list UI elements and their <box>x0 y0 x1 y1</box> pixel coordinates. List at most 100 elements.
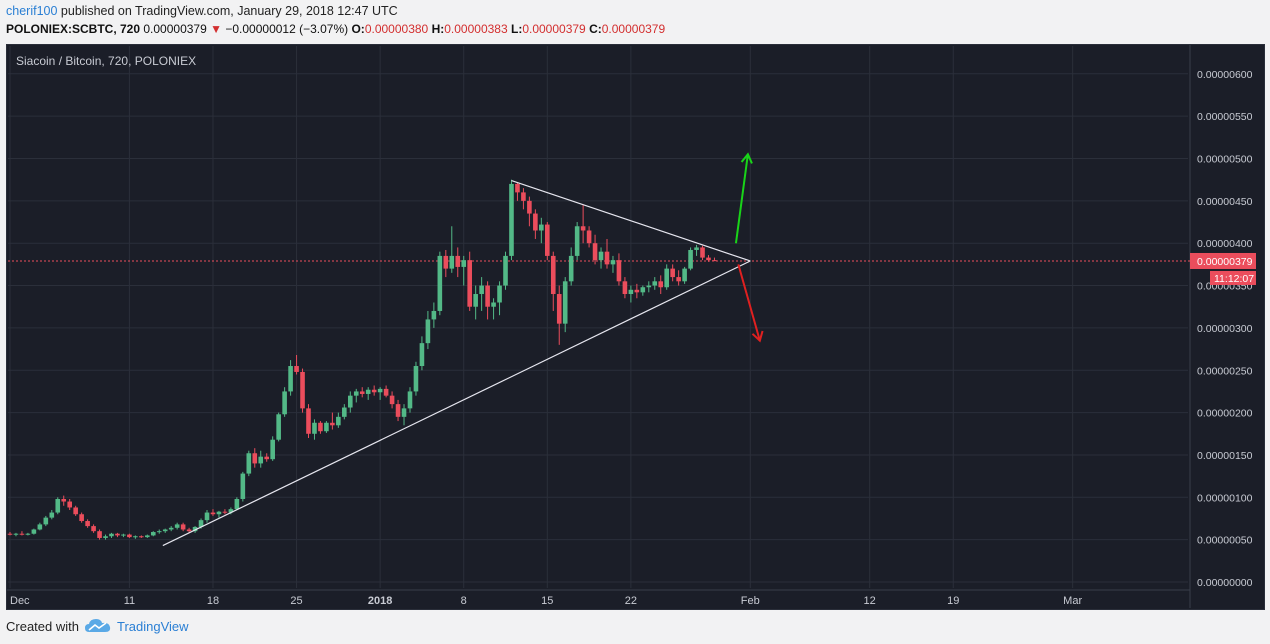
candle-body <box>174 524 180 528</box>
candle-body <box>216 511 222 515</box>
y-tick-label: 0.00000200 <box>1197 408 1253 420</box>
candle-body <box>13 533 19 535</box>
candle-body <box>491 302 496 307</box>
ohlc-low-value: 0.00000379 <box>522 22 586 36</box>
y-tick-label: 0.00000600 <box>1197 69 1253 81</box>
countdown-label: 11:12:07 <box>1214 273 1254 285</box>
ohlc-open-value: 0.00000380 <box>364 22 429 36</box>
candle-body <box>55 498 61 513</box>
candle-body <box>306 408 311 434</box>
candle-body <box>115 533 120 536</box>
arrow-down-icon <box>737 264 764 343</box>
lower-trendline <box>162 260 751 547</box>
candle-body <box>712 260 717 262</box>
cloud-logo-icon[interactable] <box>84 618 111 634</box>
candle-body <box>497 285 502 303</box>
candle-body <box>43 517 49 525</box>
candle-body <box>395 404 401 417</box>
countdown-box <box>1210 270 1256 285</box>
candle-body <box>353 391 359 396</box>
candle-body <box>79 514 84 522</box>
tradingview-link[interactable]: TradingView <box>116 618 189 634</box>
candle-body <box>485 285 490 307</box>
candle-body <box>103 536 108 538</box>
candle-body <box>109 533 114 537</box>
author-link[interactable]: cherif100 <box>6 4 58 18</box>
candle-body <box>180 524 186 530</box>
symbol-line: POLONIEX:SCBTC, 720 <box>6 22 141 36</box>
candle-body <box>443 255 449 269</box>
ohlc-high-value: 0.00000383 <box>444 22 508 36</box>
candle-body <box>598 251 604 261</box>
x-tick-label: Feb <box>741 595 760 607</box>
candle-body <box>365 389 371 394</box>
candle-body <box>162 529 168 532</box>
candle-body <box>192 526 198 532</box>
candle-body <box>252 453 258 464</box>
candle-body <box>437 255 443 311</box>
candle-body <box>562 281 568 324</box>
last-value: 0.00000379 <box>143 22 207 36</box>
candle-body <box>204 512 210 521</box>
candle-body <box>25 533 31 535</box>
candle-body <box>515 183 520 193</box>
candle-body <box>688 249 693 269</box>
candle-body <box>330 422 335 426</box>
candle-body <box>282 391 287 415</box>
candle-body <box>658 281 664 288</box>
x-tick-label: 25 <box>290 595 302 607</box>
candle-body <box>91 526 96 532</box>
candle-body <box>479 285 484 295</box>
candle-body <box>389 395 395 405</box>
x-tick-label: 15 <box>541 595 553 607</box>
candle-body <box>61 498 67 502</box>
candle-body <box>700 247 705 258</box>
candle-body <box>706 257 711 261</box>
candle-body <box>413 366 419 392</box>
x-tick-label: 18 <box>207 595 219 607</box>
candle-body <box>503 255 508 286</box>
ohlc-open-key: O: <box>351 22 365 36</box>
y-tick-label: 0.00000500 <box>1197 154 1253 166</box>
candle-body <box>592 243 598 261</box>
candle-body <box>473 294 478 307</box>
ohlc-low-key: L: <box>510 22 523 36</box>
candle-body <box>294 366 299 372</box>
candle-body <box>425 319 431 344</box>
candle-body <box>419 343 425 367</box>
created-with-text: Created with <box>6 618 79 634</box>
candle-body <box>19 533 25 535</box>
candle-body <box>300 371 305 409</box>
candle-body <box>246 453 252 474</box>
x-tick-label: 2018 <box>368 595 392 607</box>
candle-body <box>676 277 681 282</box>
candle-body <box>168 527 174 530</box>
chart-legend: Siacoin / Bitcoin, 720, POLONIEX <box>16 54 197 68</box>
candle-body <box>694 247 699 250</box>
y-tick-label: 0.00000100 <box>1197 492 1253 504</box>
candle-body <box>342 407 347 417</box>
candle-body <box>312 422 317 434</box>
candle-body <box>622 281 628 295</box>
candle-body <box>670 268 675 278</box>
candle-body <box>431 310 437 320</box>
candle-body <box>234 498 240 510</box>
y-tick-label: 0.00000450 <box>1197 196 1253 208</box>
chart-frame[interactable] <box>6 44 1265 610</box>
candle-body <box>145 535 150 538</box>
candle-body <box>521 192 526 201</box>
candle-body <box>121 534 126 536</box>
ohlc-close-key: C: <box>589 22 602 36</box>
candle-body <box>539 224 544 231</box>
ohlc-high-key: H: <box>431 22 445 36</box>
candle-body <box>580 226 586 231</box>
candle-body <box>210 512 216 515</box>
candles <box>7 179 717 540</box>
y-tick-label: 0.00000050 <box>1197 535 1253 547</box>
y-tick-label: 0.00000150 <box>1197 450 1253 462</box>
candle-body <box>31 529 37 534</box>
candle-body <box>318 422 323 432</box>
candle-body <box>407 391 413 409</box>
down-arrow-icon: ▼ <box>210 22 223 36</box>
